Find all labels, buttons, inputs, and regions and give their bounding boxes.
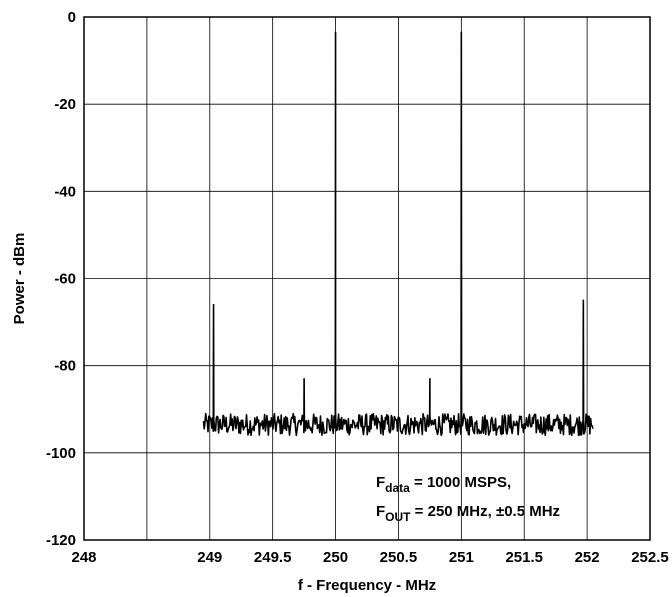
annotation-1-text: = 1000 MSPS, — [410, 474, 511, 491]
grid — [83, 16, 651, 541]
x-tick-labels: 248 249 249.5 250 250.5 251 251.5 252 252.5 — [71, 549, 668, 566]
annotation-line-2: FOUT = 250 MHz, ±0.5 MHz — [376, 503, 560, 524]
annotation-1-subscript: data — [385, 481, 410, 495]
annotation-1-symbol: F — [376, 474, 385, 491]
spectrum-trace — [202, 31, 594, 437]
annotation: Fdata = 1000 MSPS, FOUT = 250 MHz, ±0.5 … — [376, 474, 560, 524]
x-axis-title: f - Frequency - MHz — [298, 577, 436, 594]
x-tick-label: 252.5 — [631, 549, 669, 566]
x-tick-label: 251.5 — [505, 549, 543, 566]
y-tick-label: -100 — [46, 445, 76, 462]
annotation-2-text: = 250 MHz, ±0.5 MHz — [411, 503, 561, 520]
annotation-2-subscript: OUT — [385, 510, 411, 524]
x-tick-label: 252 — [575, 549, 600, 566]
x-tick-label: 250.5 — [380, 549, 418, 566]
x-tick-label: 251 — [449, 549, 474, 566]
y-tick-label: -80 — [54, 358, 76, 375]
x-tick-label: 248 — [71, 549, 96, 566]
y-tick-labels: 0 -20 -40 -60 -80 -100 -120 — [46, 9, 76, 549]
y-tick-label: -40 — [54, 183, 76, 200]
y-tick-label: 0 — [68, 9, 76, 26]
y-tick-label: -120 — [46, 532, 76, 549]
annotation-line-1: Fdata = 1000 MSPS, — [376, 474, 511, 495]
plot-frame — [83, 16, 651, 541]
y-axis-title: Power - dBm — [11, 233, 28, 325]
y-tick-label: -60 — [54, 271, 76, 288]
x-tick-label: 250 — [323, 549, 348, 566]
x-tick-label: 249 — [197, 549, 222, 566]
x-tick-label: 249.5 — [254, 549, 292, 566]
y-tick-label: -20 — [54, 96, 76, 113]
annotation-2-symbol: F — [376, 503, 385, 520]
